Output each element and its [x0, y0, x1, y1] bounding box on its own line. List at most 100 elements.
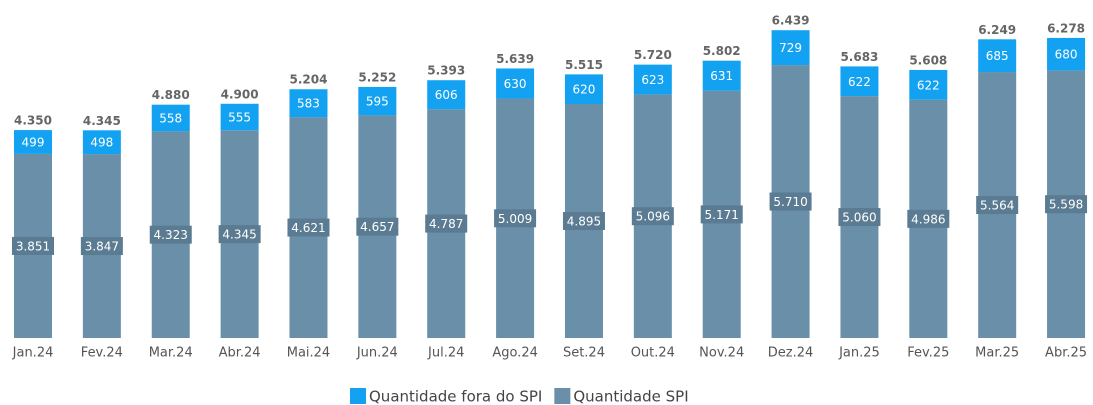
total-label: 5.252: [358, 70, 396, 84]
total-label: 5.720: [634, 48, 672, 62]
label-box: [287, 218, 330, 237]
label-box: [425, 214, 468, 233]
value-label: 5.096: [636, 210, 670, 224]
value-label: 4.986: [911, 212, 945, 226]
total-label: 5.802: [703, 44, 741, 58]
bar-segment: [771, 30, 810, 66]
value-label: 583: [297, 97, 320, 111]
value-label: 5.710: [773, 195, 807, 209]
value-label: 498: [90, 136, 113, 150]
bar-segment: [1047, 37, 1086, 71]
value-label: 558: [159, 112, 182, 126]
x-tick-label: Set.24: [563, 346, 605, 361]
label-box: [838, 208, 881, 227]
label-box: [976, 196, 1019, 215]
value-label: 680: [1055, 48, 1078, 62]
value-label: 622: [848, 75, 871, 89]
x-tick-label: Fev.24: [81, 346, 123, 361]
value-label: 631: [710, 69, 733, 83]
label-box: [631, 207, 674, 226]
label-box: [494, 209, 537, 228]
legend-label: Quantidade SPI: [573, 388, 688, 405]
value-label: 4.345: [222, 228, 256, 242]
label-box: [149, 225, 192, 244]
x-tick-label: Out.24: [631, 346, 675, 361]
total-label: 5.393: [427, 64, 465, 78]
bar-segment: [633, 64, 672, 95]
legend-swatch: [554, 388, 571, 404]
total-label: 6.249: [978, 23, 1016, 37]
value-label: 5.060: [842, 211, 876, 225]
value-label: 5.009: [498, 212, 532, 226]
total-label: 5.608: [909, 53, 947, 67]
bar-segment: [978, 39, 1017, 73]
bar-segment: [496, 68, 535, 99]
x-tick-label: Mar.25: [975, 346, 1019, 361]
total-label: 4.350: [14, 114, 52, 128]
value-label: 5.598: [1049, 198, 1083, 212]
x-tick-label: Dez.24: [768, 346, 814, 361]
legend-swatch: [350, 388, 366, 404]
x-tick-label: Abr.24: [219, 346, 261, 361]
total-label: 5.639: [496, 52, 534, 66]
value-label: 4.621: [291, 221, 325, 235]
label-box: [218, 225, 261, 244]
label-box: [356, 217, 399, 236]
value-label: 685: [986, 49, 1009, 63]
total-label: 5.683: [840, 50, 878, 64]
x-tick-label: Ago.24: [492, 346, 538, 361]
bar-segment: [564, 74, 603, 105]
value-label: 606: [435, 88, 458, 102]
x-tick-label: Jul.24: [427, 346, 464, 361]
total-label: 6.278: [1047, 21, 1085, 35]
value-label: 630: [504, 77, 527, 91]
x-tick-label: Abr.25: [1045, 346, 1087, 361]
label-box: [907, 209, 950, 228]
value-label: 4.657: [360, 220, 394, 234]
total-label: 6.439: [772, 14, 810, 28]
bar-segment: [220, 103, 259, 131]
value-label: 5.564: [980, 199, 1014, 213]
value-label: 5.171: [705, 208, 739, 222]
x-tick-label: Mar.24: [149, 346, 193, 361]
bar-segment: [289, 89, 328, 118]
bar-segment: [14, 130, 52, 154]
bar-segment: [358, 86, 397, 116]
value-label: 620: [573, 83, 596, 97]
value-label: 4.787: [429, 217, 463, 231]
value-label: 3.851: [16, 239, 50, 253]
value-label: 4.895: [567, 215, 601, 229]
x-tick-label: Jan.25: [838, 346, 880, 361]
total-label: 4.900: [221, 87, 259, 101]
label-box: [562, 212, 605, 231]
value-label: 729: [779, 41, 802, 55]
bar-segment: [427, 80, 466, 110]
bar-segment: [909, 69, 948, 100]
bar-segment: [151, 104, 190, 132]
x-tick-label: Jun.24: [356, 346, 398, 361]
bar-segment: [702, 60, 741, 91]
value-label: 622: [917, 78, 940, 92]
x-tick-label: Fev.25: [907, 346, 949, 361]
x-tick-label: Jan.24: [12, 346, 54, 361]
total-label: 5.204: [289, 73, 327, 87]
value-label: 623: [641, 73, 664, 87]
total-label: 4.345: [83, 114, 121, 128]
bar-segment: [82, 130, 121, 155]
value-label: 595: [366, 95, 389, 109]
total-label: 5.515: [565, 58, 603, 72]
x-tick-label: Mai.24: [287, 346, 330, 361]
label-box: [769, 192, 812, 211]
label-box: [1045, 195, 1088, 214]
bar-segment: [840, 66, 879, 97]
value-label: 555: [228, 111, 251, 125]
value-label: 3.847: [85, 240, 119, 254]
label-box: [12, 236, 54, 255]
label-box: [80, 237, 123, 256]
value-label: 499: [22, 135, 45, 149]
x-tick-label: Nov.24: [699, 346, 744, 361]
value-label: 4.323: [154, 228, 188, 242]
label-box: [700, 205, 743, 224]
total-label: 4.880: [152, 88, 190, 102]
